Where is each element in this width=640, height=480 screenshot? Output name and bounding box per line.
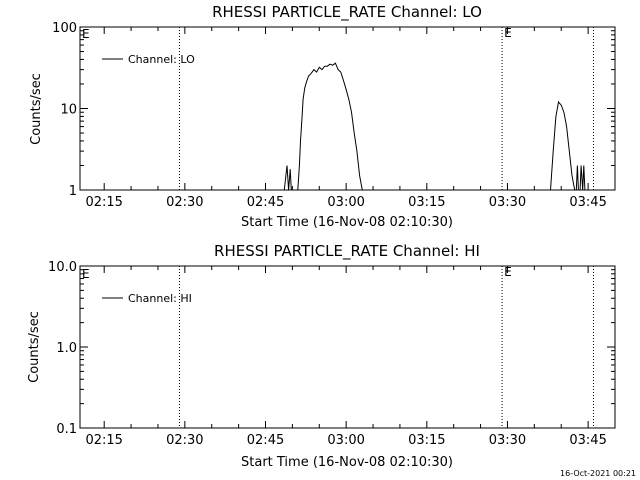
event-marker-label: E (504, 265, 512, 279)
y-axis-label: Counts/sec (29, 73, 44, 145)
chart-panel-hi: RHESSI PARTICLE_RATE Channel: HI Counts/… (27, 242, 616, 470)
corner-label: E (82, 267, 90, 281)
y-ticks: 0.1 1.0 10.0 (48, 260, 615, 437)
corner-label: E (82, 27, 90, 41)
x-tick-label: 03:00 (327, 195, 364, 210)
y-tick-label: 10 (60, 103, 77, 118)
chart-title: RHESSI PARTICLE_RATE Channel: HI (214, 242, 480, 261)
x-tick-label: 03:15 (408, 433, 445, 448)
x-tick-label: 03:30 (489, 433, 526, 448)
x-tick-label: 02:30 (166, 433, 203, 448)
x-tick-label: 02:15 (85, 195, 122, 210)
y-tick-label: 100 (52, 21, 77, 36)
x-tick-label: 02:45 (247, 195, 284, 210)
x-tick-label: 03:45 (569, 195, 606, 210)
y-tick-label: 1 (69, 184, 77, 199)
event-markers: E (178, 26, 594, 190)
x-axis-label: Start Time (16-Nov-08 02:10:30) (241, 455, 453, 470)
x-tick-label: 03:15 (408, 195, 445, 210)
x-axis-label: Start Time (16-Nov-08 02:10:30) (241, 215, 453, 230)
chart-title: RHESSI PARTICLE_RATE Channel: LO (212, 3, 482, 22)
x-tick-label: 02:15 (85, 433, 122, 448)
x-tick-label: 03:30 (489, 195, 526, 210)
x-tick-label: 02:45 (247, 433, 284, 448)
series-line (283, 62, 363, 191)
y-tick-label: 10.0 (48, 260, 77, 275)
legend-entry: Channel: HI (128, 292, 192, 305)
legend-entry: Channel: LO (128, 53, 195, 66)
series-line (550, 100, 586, 191)
footer-timestamp: 16-Oct-2021 00:21 (560, 469, 636, 478)
series-group (283, 62, 586, 191)
y-tick-label: 0.1 (56, 422, 77, 437)
chart-panel-lo: RHESSI PARTICLE_RATE Channel: LO Counts/… (29, 3, 616, 230)
event-marker-label: E (504, 26, 512, 40)
x-tick-label: 02:30 (166, 195, 203, 210)
y-tick-label: 1.0 (56, 341, 77, 356)
event-markers: E (178, 265, 594, 428)
y-axis-label: Counts/sec (27, 311, 42, 383)
x-tick-label: 03:45 (569, 433, 606, 448)
x-tick-label: 03:00 (327, 433, 364, 448)
x-ticks: 02:15 02:30 02:45 03:00 03:15 03:30 03:45 (85, 27, 616, 210)
x-ticks: 02:15 02:30 02:45 03:00 03:15 03:30 03:45 (85, 266, 616, 448)
y-ticks: 1 10 100 (52, 21, 615, 199)
